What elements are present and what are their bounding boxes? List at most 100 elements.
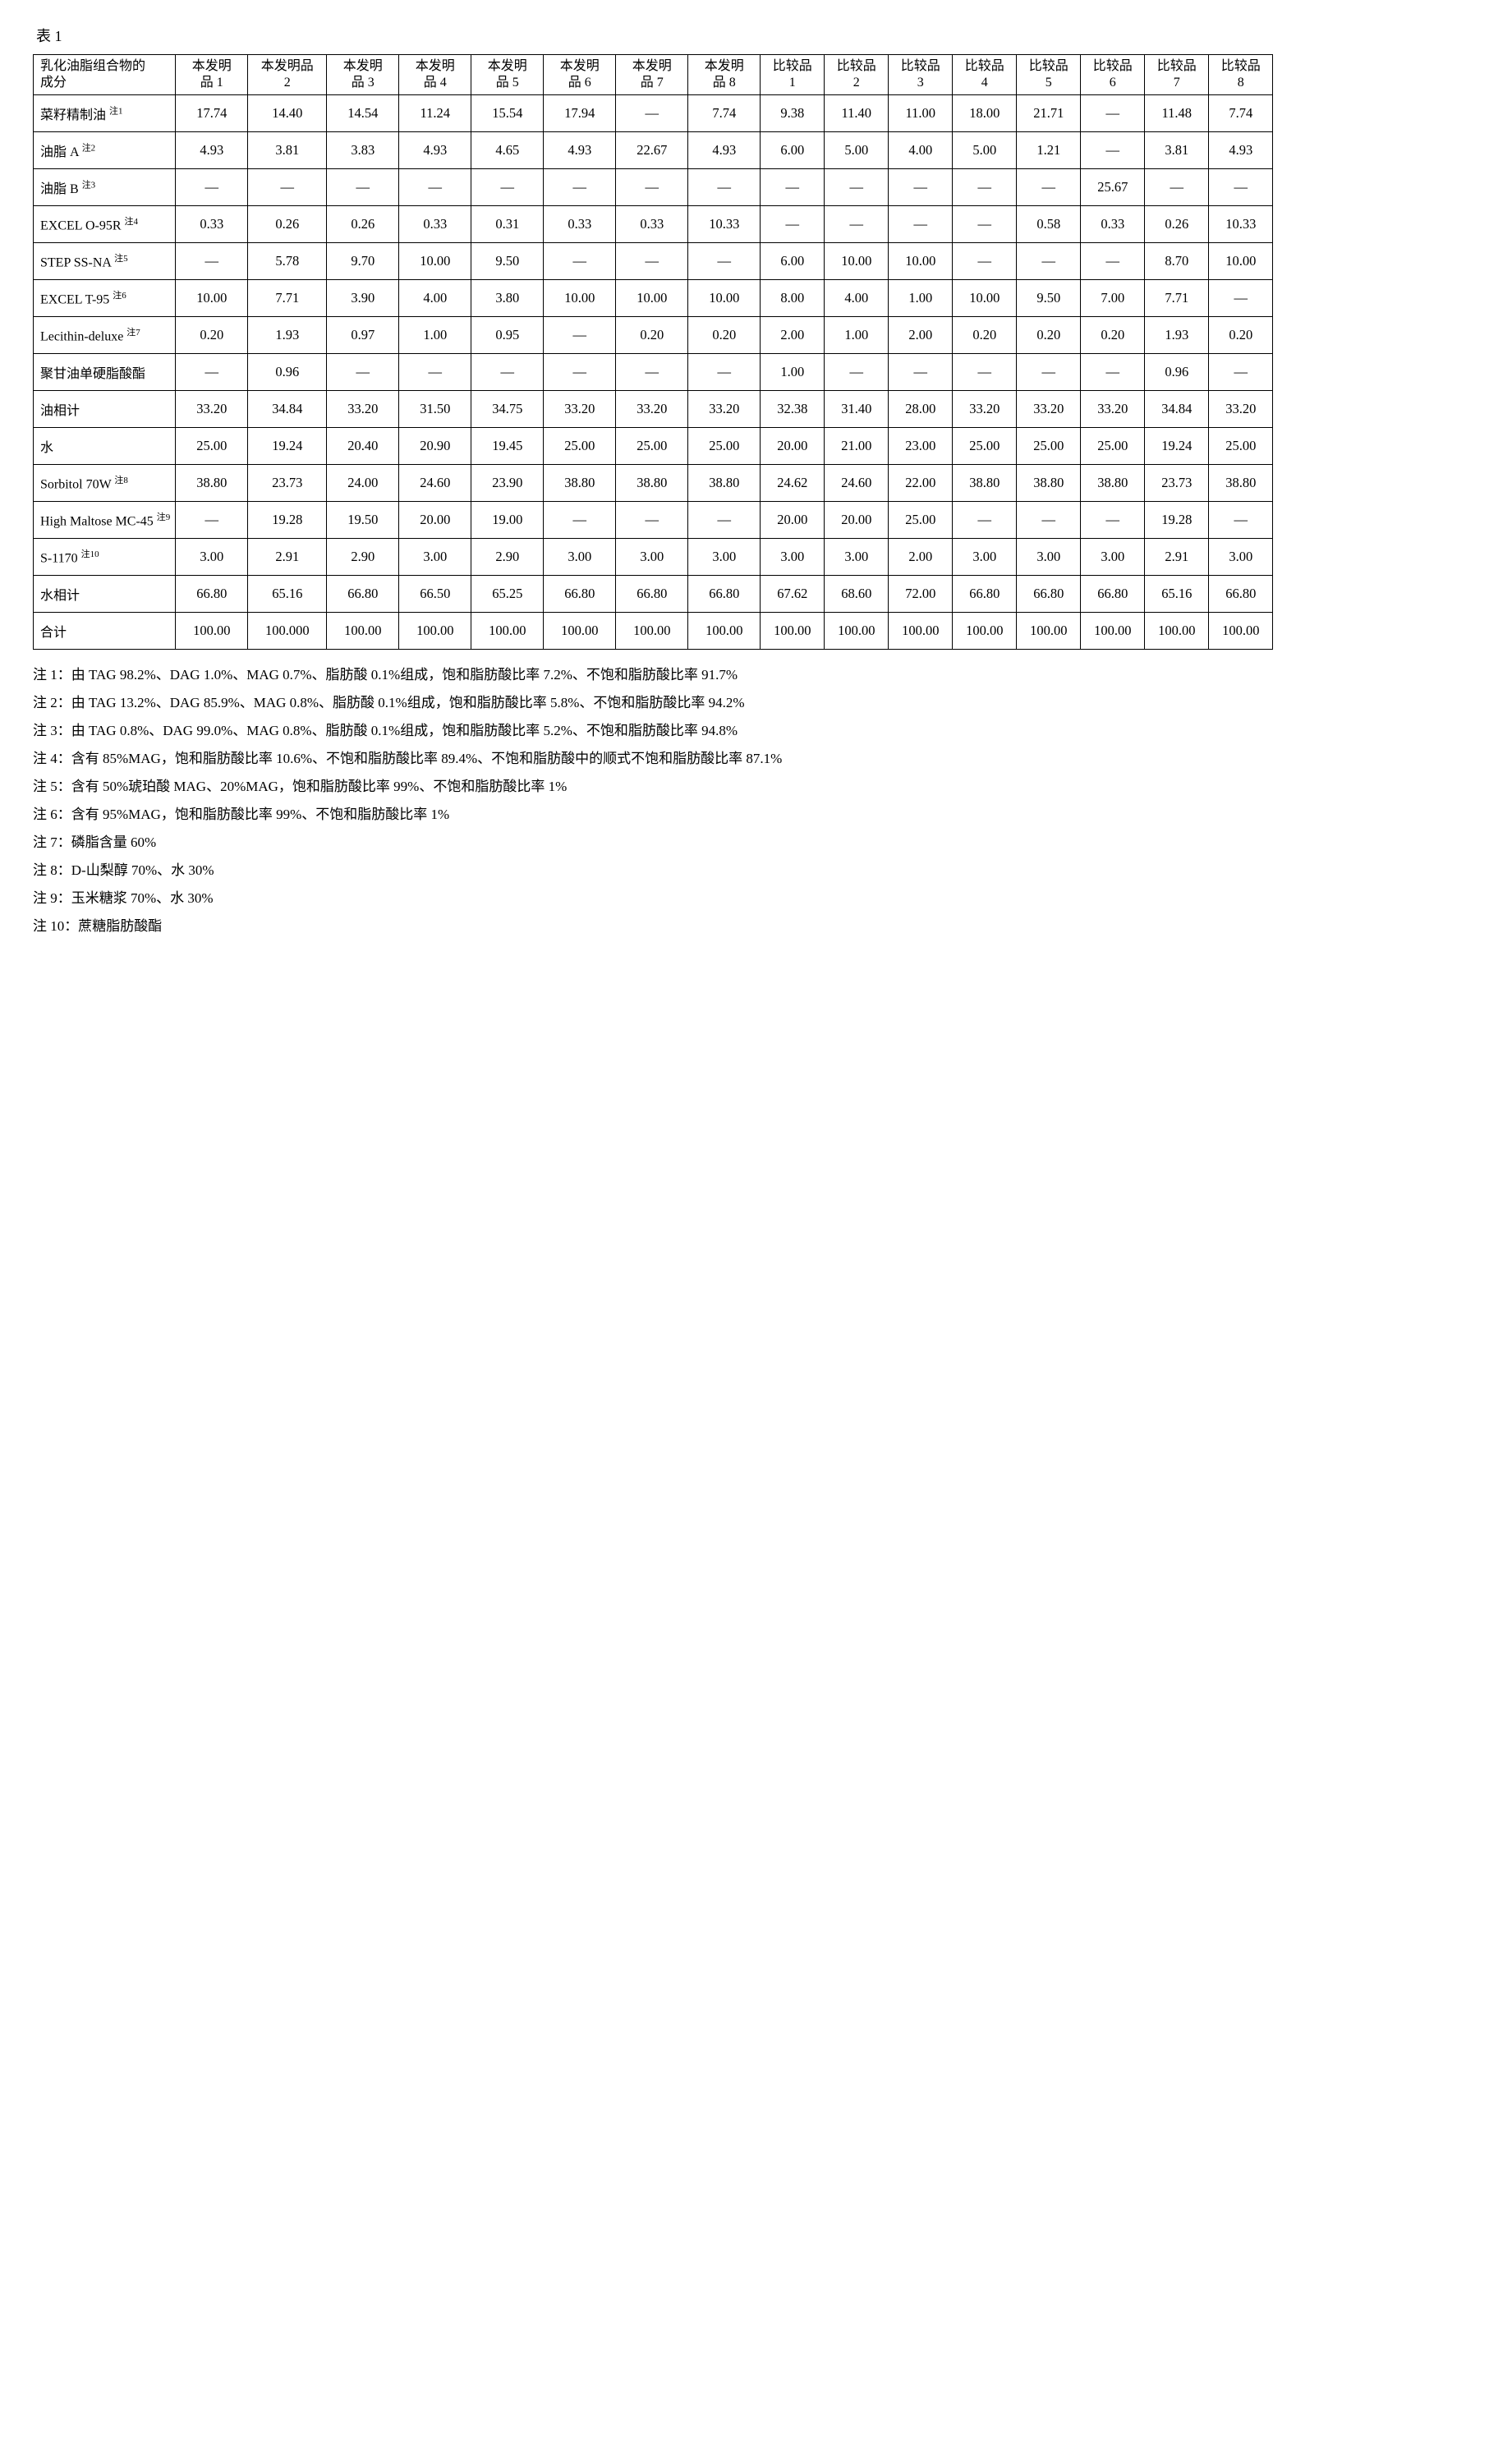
value-cell: — xyxy=(889,354,953,391)
value-cell: 2.90 xyxy=(471,539,544,576)
value-cell: 23.90 xyxy=(471,465,544,502)
value-cell: 5.78 xyxy=(248,243,327,280)
value-cell: 7.00 xyxy=(1081,280,1145,317)
value-cell: 21.71 xyxy=(1017,95,1081,132)
value-cell: 33.20 xyxy=(176,391,248,428)
value-cell: 100.00 xyxy=(544,613,616,650)
value-cell: 23.73 xyxy=(1145,465,1209,502)
value-cell: 68.60 xyxy=(825,576,889,613)
value-cell: — xyxy=(616,243,688,280)
value-cell: 15.54 xyxy=(471,95,544,132)
value-cell: — xyxy=(1209,502,1273,539)
value-cell: 66.80 xyxy=(1081,576,1145,613)
value-cell: 7.71 xyxy=(248,280,327,317)
value-cell: 10.00 xyxy=(616,280,688,317)
value-cell: 3.00 xyxy=(761,539,825,576)
value-cell: — xyxy=(953,502,1017,539)
table-row: Sorbitol 70W 注838.8023.7324.0024.6023.90… xyxy=(34,465,1273,502)
value-cell: 32.38 xyxy=(761,391,825,428)
value-cell: — xyxy=(616,502,688,539)
value-cell: 8.70 xyxy=(1145,243,1209,280)
value-cell: 10.33 xyxy=(688,206,761,243)
note-line: 注 6：含有 95%MAG，饱和脂肪酸比率 99%、不饱和脂肪酸比率 1% xyxy=(33,801,1456,829)
value-cell: 100.00 xyxy=(825,613,889,650)
value-cell: 24.60 xyxy=(825,465,889,502)
value-cell: 100.00 xyxy=(176,613,248,650)
ingredient-name: 聚甘油单硬脂酸酯 xyxy=(34,354,176,391)
value-cell: 0.33 xyxy=(616,206,688,243)
value-cell: 10.00 xyxy=(825,243,889,280)
value-cell: — xyxy=(688,169,761,206)
value-cell: 100.00 xyxy=(327,613,399,650)
note-line: 注 10：蔗糖脂肪酸酯 xyxy=(33,913,1456,940)
value-cell: 3.80 xyxy=(471,280,544,317)
value-cell: — xyxy=(1081,354,1145,391)
value-cell: 25.00 xyxy=(544,428,616,465)
ingredient-name: S-1170 注10 xyxy=(34,539,176,576)
table-row: 油脂 A 注24.933.813.834.934.654.9322.674.93… xyxy=(34,132,1273,169)
value-cell: 31.40 xyxy=(825,391,889,428)
value-cell: 22.67 xyxy=(616,132,688,169)
value-cell: 3.00 xyxy=(1209,539,1273,576)
value-cell: 33.20 xyxy=(616,391,688,428)
value-cell: 5.00 xyxy=(825,132,889,169)
value-cell: 19.24 xyxy=(248,428,327,465)
value-cell: 4.00 xyxy=(399,280,471,317)
note-line: 注 7：磷脂含量 60% xyxy=(33,829,1456,857)
value-cell: 66.80 xyxy=(953,576,1017,613)
value-cell: — xyxy=(1145,169,1209,206)
value-cell: — xyxy=(953,169,1017,206)
ingredient-name: 油脂 B 注3 xyxy=(34,169,176,206)
value-cell: 0.26 xyxy=(1145,206,1209,243)
value-cell: — xyxy=(825,354,889,391)
value-cell: 5.00 xyxy=(953,132,1017,169)
value-cell: 19.50 xyxy=(327,502,399,539)
value-cell: 10.00 xyxy=(953,280,1017,317)
value-cell: 3.00 xyxy=(1017,539,1081,576)
value-cell: 33.20 xyxy=(1081,391,1145,428)
value-cell: 17.74 xyxy=(176,95,248,132)
value-cell: 0.20 xyxy=(688,317,761,354)
value-cell: 0.33 xyxy=(1081,206,1145,243)
value-cell: 9.50 xyxy=(1017,280,1081,317)
value-cell: — xyxy=(471,354,544,391)
value-cell: — xyxy=(1081,132,1145,169)
value-cell: 0.20 xyxy=(1017,317,1081,354)
value-cell: 3.81 xyxy=(1145,132,1209,169)
value-cell: 66.80 xyxy=(1209,576,1273,613)
value-cell: 20.00 xyxy=(761,502,825,539)
value-cell: 4.93 xyxy=(1209,132,1273,169)
value-cell: 2.00 xyxy=(761,317,825,354)
value-cell: 4.93 xyxy=(688,132,761,169)
value-cell: 0.95 xyxy=(471,317,544,354)
value-cell: 25.67 xyxy=(1081,169,1145,206)
value-cell: 66.80 xyxy=(688,576,761,613)
value-cell: 1.21 xyxy=(1017,132,1081,169)
value-cell: 10.00 xyxy=(1209,243,1273,280)
value-cell: 6.00 xyxy=(761,132,825,169)
value-cell: — xyxy=(1017,502,1081,539)
value-cell: 23.73 xyxy=(248,465,327,502)
value-cell: 100.00 xyxy=(1081,613,1145,650)
value-cell: 33.20 xyxy=(1209,391,1273,428)
value-cell: 3.83 xyxy=(327,132,399,169)
value-cell: 0.31 xyxy=(471,206,544,243)
value-cell: 33.20 xyxy=(953,391,1017,428)
col-comparison-6: 比较品6 xyxy=(1081,55,1145,95)
value-cell: — xyxy=(616,95,688,132)
table-row: STEP SS-NA 注5—5.789.7010.009.50———6.0010… xyxy=(34,243,1273,280)
value-cell: — xyxy=(1017,243,1081,280)
value-cell: 21.00 xyxy=(825,428,889,465)
col-comparison-4: 比较品4 xyxy=(953,55,1017,95)
table-row: 聚甘油单硬脂酸酯—0.96——————1.00—————0.96— xyxy=(34,354,1273,391)
value-cell: — xyxy=(825,169,889,206)
value-cell: 14.54 xyxy=(327,95,399,132)
value-cell: 7.74 xyxy=(688,95,761,132)
value-cell: 66.80 xyxy=(176,576,248,613)
value-cell: 11.48 xyxy=(1145,95,1209,132)
value-cell: 0.33 xyxy=(399,206,471,243)
value-cell: 17.94 xyxy=(544,95,616,132)
value-cell: 14.40 xyxy=(248,95,327,132)
value-cell: — xyxy=(761,169,825,206)
value-cell: 9.70 xyxy=(327,243,399,280)
